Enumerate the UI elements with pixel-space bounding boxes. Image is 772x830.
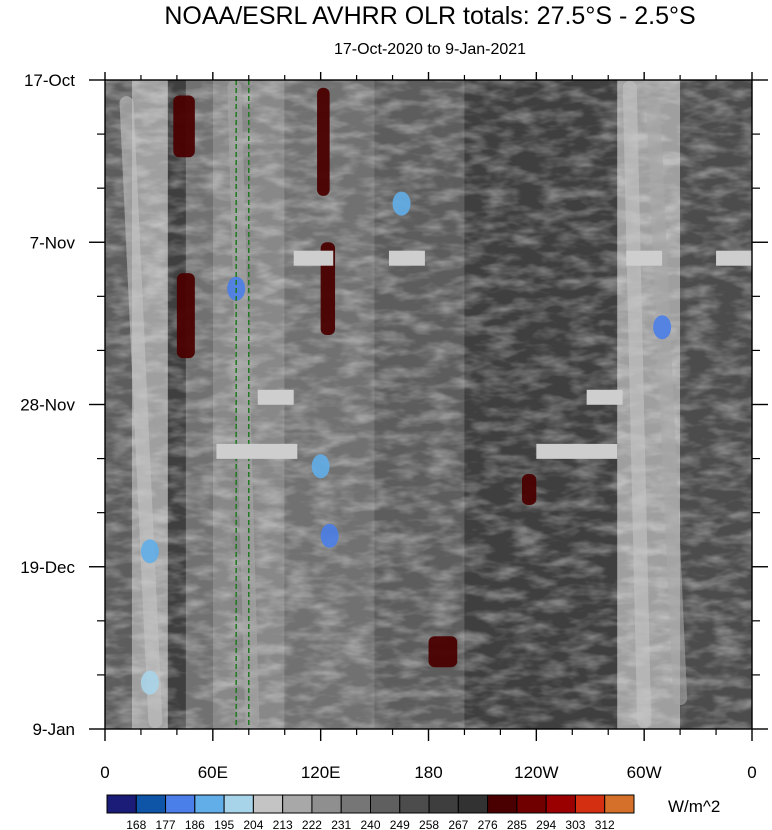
missing-data-bar-4 — [716, 250, 752, 266]
missing-data-bars — [216, 250, 752, 459]
colorbar: 168 177 186 195 204 213 222 231 240 249 258 267 276 2… — [106, 794, 635, 830]
colorbar-label: 312 — [595, 818, 615, 830]
colorbar-swatch — [165, 794, 196, 814]
colorbar-swatch — [282, 794, 313, 814]
colorbar-swatch — [106, 794, 137, 814]
reference-lines — [235, 80, 250, 729]
colorbar-label: 168 — [126, 818, 146, 830]
y-tick-label: 28-Nov — [20, 396, 75, 415]
y-tick-label: 19-Dec — [20, 558, 75, 577]
colorbar-units: W/m^2 — [668, 797, 721, 816]
colorbar-label: 186 — [185, 818, 205, 830]
missing-data-bar-8 — [536, 443, 618, 459]
colorbar-label: 204 — [243, 818, 263, 830]
colorbar-swatch — [311, 794, 342, 814]
missing-data-bar-6 — [586, 389, 623, 405]
colorbar-swatch — [604, 794, 635, 814]
missing-data-bar-7 — [216, 443, 298, 459]
colorbar-label: 177 — [156, 818, 176, 830]
y-axis: 17-Oct 7-Nov 28-Nov 19-Dec 9-Jan — [20, 71, 768, 739]
colorbar-swatch — [370, 794, 401, 814]
colorbar-label: 267 — [448, 818, 468, 830]
colorbar-label: 240 — [360, 818, 380, 830]
olr-field — [105, 80, 752, 729]
colorbar-swatch — [135, 794, 167, 814]
colorbar-swatch — [340, 794, 372, 814]
y-tick-label: 7-Nov — [30, 233, 76, 252]
x-tick-label: 120W — [514, 763, 558, 782]
x-tick-label: 180 — [414, 763, 442, 782]
colorbar-swatch — [487, 794, 518, 814]
x-tick-label: 0 — [100, 763, 109, 782]
colorbar-swatch — [194, 794, 225, 814]
colorbar-swatch — [252, 794, 284, 814]
colorbar-label: 231 — [331, 818, 351, 830]
colorbar-swatch — [516, 794, 547, 814]
missing-data-bar-3 — [626, 250, 663, 266]
missing-data-bar-5 — [257, 389, 294, 405]
colorbar-swatch — [223, 794, 254, 814]
colorbar-label: 249 — [390, 818, 410, 830]
x-tick-label: 0 — [747, 763, 756, 782]
missing-data-bar-2 — [388, 250, 425, 266]
colorbar-swatch — [545, 794, 576, 814]
colorbar-label: 294 — [536, 818, 556, 830]
chart-subtitle: 17-Oct-2020 to 9-Jan-2021 — [333, 41, 527, 58]
colorbar-swatch — [574, 794, 606, 814]
colorbar-label: 303 — [565, 818, 585, 830]
colorbar-label: 276 — [478, 818, 498, 830]
y-tick-label: 17-Oct — [24, 71, 75, 90]
x-tick-label: 60E — [198, 763, 228, 782]
colorbar-label: 195 — [214, 818, 234, 830]
colorbar-label: 222 — [302, 818, 322, 830]
chart-title: NOAA/ESRL AVHRR OLR totals: 27.5°S - 2.5… — [164, 2, 696, 30]
x-tick-label: 120E — [301, 763, 341, 782]
colorbar-swatch — [399, 794, 430, 814]
x-axis: 0 60E 120E 180 120W 60W 0 — [100, 72, 757, 782]
colorbar-swatch — [457, 794, 489, 814]
missing-data-bar-1 — [293, 250, 334, 266]
colorbar-label: 258 — [419, 818, 439, 830]
colorbar-label: 285 — [507, 818, 527, 830]
colorbar-swatch — [428, 794, 459, 814]
colorbar-label: 213 — [273, 818, 293, 830]
y-tick-label: 9-Jan — [32, 720, 75, 739]
x-tick-label: 60W — [627, 763, 662, 782]
